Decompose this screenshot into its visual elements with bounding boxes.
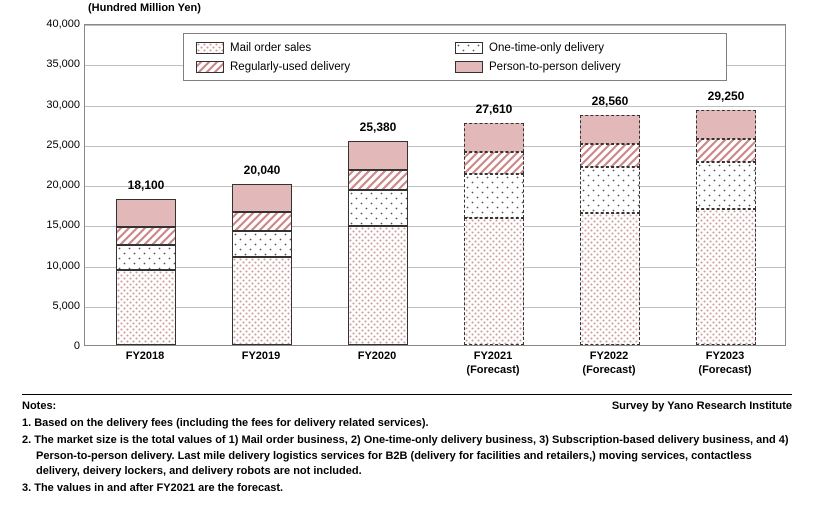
note-item: 3. The values in and after FY2021 are th… xyxy=(22,481,792,496)
gridline xyxy=(85,146,785,147)
legend-item: Regularly-used delivery xyxy=(196,57,455,76)
gridline xyxy=(85,186,785,187)
legend: Mail order sales One-time-only delivery Re… xyxy=(183,33,727,81)
legend-swatch xyxy=(455,42,483,54)
y-tick-label: 40,000 xyxy=(26,18,80,30)
survey-credit: Survey by Yano Research Institute xyxy=(612,399,792,414)
bar-segment xyxy=(232,212,292,231)
y-tick-label: 20,000 xyxy=(26,179,80,191)
bar-total-label: 20,040 xyxy=(232,163,292,181)
bar-segment xyxy=(348,170,408,190)
y-tick-label: 35,000 xyxy=(26,58,80,70)
legend-swatch xyxy=(196,42,224,54)
gridline xyxy=(85,267,785,268)
y-tick-label: 25,000 xyxy=(26,139,80,151)
bar-total-label: 29,250 xyxy=(696,89,756,107)
y-tick-label: 15,000 xyxy=(26,219,80,231)
legend-label: One-time-only delivery xyxy=(489,42,604,54)
legend-item: One-time-only delivery xyxy=(455,38,714,57)
gridline xyxy=(85,25,785,26)
bar-segment xyxy=(348,141,408,170)
legend-label: Person-to-person delivery xyxy=(489,61,621,73)
bar-segment xyxy=(580,115,640,144)
bar-segment xyxy=(580,167,640,213)
bar-segment xyxy=(464,152,524,174)
x-tick-label: FY2022(Forecast) xyxy=(582,350,635,378)
y-axis-title: (Hundred Million Yen) xyxy=(88,2,201,14)
bar-segment xyxy=(696,162,756,209)
plot-area: Mail order sales One-time-only delivery Re… xyxy=(84,24,786,346)
bar-segment xyxy=(464,174,524,217)
legend-item: Mail order sales xyxy=(196,38,455,57)
gridline xyxy=(85,106,785,107)
note-item: 2. The market size is the total values o… xyxy=(22,433,792,479)
y-tick-label: 5,000 xyxy=(26,300,80,312)
bar-segment xyxy=(116,270,176,345)
legend-label: Regularly-used delivery xyxy=(230,61,350,73)
bar-segment xyxy=(232,184,292,212)
bar-segment xyxy=(116,199,176,227)
y-tick-label: 30,000 xyxy=(26,99,80,111)
x-tick-label: FY2021(Forecast) xyxy=(466,350,519,378)
bar-segment xyxy=(348,226,408,345)
bar-segment xyxy=(464,123,524,152)
notes-block: Notes: Survey by Yano Research Institute… xyxy=(22,394,792,496)
bar-total-label: 28,560 xyxy=(580,94,640,112)
bar-segment xyxy=(232,257,292,345)
y-tick-label: 10,000 xyxy=(26,260,80,272)
bar-segment xyxy=(580,213,640,345)
bar-segment xyxy=(116,245,176,270)
x-tick-label: FY2018 xyxy=(126,350,165,364)
bar-segment xyxy=(116,227,176,245)
bar-segment xyxy=(696,139,756,163)
x-tick-label: FY2019 xyxy=(242,350,281,364)
bar-total-label: 27,610 xyxy=(464,102,524,120)
bar-segment xyxy=(464,218,524,345)
legend-swatch xyxy=(455,61,483,73)
x-tick-label: FY2020 xyxy=(358,350,397,364)
bar-segment xyxy=(696,110,756,139)
legend-label: Mail order sales xyxy=(230,42,311,54)
bar-total-label: 25,380 xyxy=(348,120,408,138)
note-item: 1. Based on the delivery fees (including… xyxy=(22,416,792,431)
legend-item: Person-to-person delivery xyxy=(455,57,714,76)
gridline xyxy=(85,226,785,227)
y-tick-label: 0 xyxy=(26,340,80,352)
bar-segment xyxy=(232,231,292,258)
bar-total-label: 18,100 xyxy=(116,178,176,196)
legend-swatch xyxy=(196,61,224,73)
gridline xyxy=(85,307,785,308)
bar-segment xyxy=(696,209,756,345)
x-tick-label: FY2023(Forecast) xyxy=(698,350,751,378)
notes-label: Notes: xyxy=(22,399,56,414)
bar-segment xyxy=(580,144,640,167)
chart-container: (Hundred Million Yen) Mail order sales On… xyxy=(22,2,802,372)
bar-segment xyxy=(348,190,408,226)
